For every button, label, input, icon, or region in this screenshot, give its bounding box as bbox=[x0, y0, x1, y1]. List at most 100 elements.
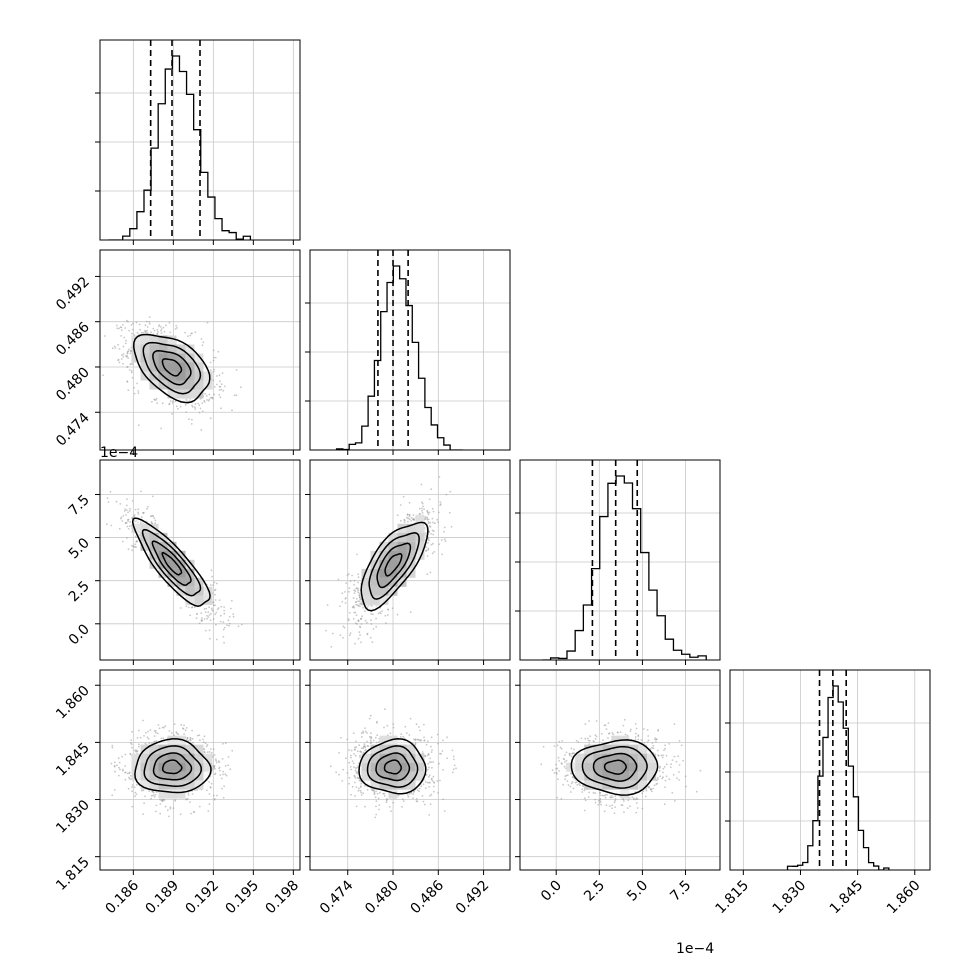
sample-point bbox=[335, 771, 337, 774]
density-cell bbox=[397, 568, 407, 578]
sample-point bbox=[202, 741, 205, 744]
sample-point bbox=[338, 751, 340, 754]
sample-point bbox=[594, 737, 597, 740]
sample-point bbox=[224, 773, 227, 776]
sample-point bbox=[187, 335, 189, 337]
sample-point bbox=[132, 322, 134, 325]
sample-point bbox=[421, 512, 424, 514]
sample-point bbox=[571, 781, 574, 783]
sample-point bbox=[430, 777, 433, 780]
sample-point bbox=[340, 737, 342, 739]
sample-point bbox=[372, 628, 375, 630]
sample-point bbox=[583, 789, 586, 792]
sample-point bbox=[619, 731, 622, 734]
panel-frame bbox=[729, 669, 931, 871]
sample-point bbox=[584, 723, 587, 725]
sample-point bbox=[555, 763, 557, 766]
sample-point bbox=[133, 515, 136, 518]
sample-point bbox=[138, 323, 141, 326]
x-tick-label-3-0: 1.815 bbox=[712, 878, 752, 918]
sample-point bbox=[175, 324, 178, 327]
sample-point bbox=[432, 521, 434, 524]
sample-point bbox=[383, 795, 386, 797]
density-cell bbox=[167, 559, 177, 569]
sample-point bbox=[658, 769, 661, 772]
sample-point bbox=[375, 805, 377, 808]
sample-point bbox=[146, 329, 148, 332]
sample-point bbox=[397, 794, 400, 797]
sample-point bbox=[418, 512, 421, 515]
density-cell bbox=[194, 753, 204, 763]
sample-point bbox=[594, 798, 596, 801]
y-tick-label-3-3: 1.860 bbox=[53, 683, 93, 723]
sample-point bbox=[387, 608, 390, 611]
sample-point bbox=[137, 513, 140, 515]
sample-point bbox=[453, 764, 456, 767]
sample-point bbox=[176, 732, 178, 735]
sample-point bbox=[220, 388, 223, 391]
sample-point bbox=[144, 331, 147, 333]
density-cell bbox=[370, 762, 380, 772]
sample-point bbox=[222, 773, 224, 776]
sample-point bbox=[652, 787, 654, 790]
sample-point bbox=[118, 348, 121, 350]
sample-point bbox=[421, 795, 424, 797]
sample-point bbox=[145, 731, 147, 734]
sample-point bbox=[157, 330, 159, 333]
sample-point bbox=[345, 757, 347, 760]
sample-point bbox=[169, 400, 172, 403]
sample-point bbox=[648, 786, 650, 789]
density-cell bbox=[185, 344, 195, 354]
sample-point bbox=[215, 759, 218, 762]
sample-point bbox=[682, 759, 684, 762]
sample-point bbox=[219, 396, 222, 399]
sample-point bbox=[348, 590, 350, 593]
sample-point bbox=[227, 619, 230, 622]
sample-point bbox=[425, 546, 427, 549]
sample-point bbox=[580, 737, 583, 740]
sample-point bbox=[218, 394, 221, 396]
sample-point bbox=[383, 726, 385, 729]
sample-point bbox=[563, 765, 566, 768]
sample-point bbox=[446, 757, 448, 760]
sample-point bbox=[125, 339, 127, 342]
sample-point bbox=[175, 405, 178, 408]
sample-point bbox=[581, 788, 584, 791]
sample-point bbox=[127, 357, 130, 359]
sample-point bbox=[210, 748, 212, 750]
sample-point bbox=[137, 508, 140, 511]
density-cell bbox=[370, 586, 380, 596]
sample-point bbox=[577, 741, 580, 744]
sample-point bbox=[655, 738, 658, 741]
sample-point bbox=[331, 632, 334, 635]
sample-point bbox=[131, 377, 134, 379]
density-cell bbox=[167, 362, 177, 372]
sample-point bbox=[584, 737, 587, 740]
sample-point bbox=[119, 768, 121, 771]
sample-point bbox=[231, 749, 234, 752]
sample-point bbox=[128, 348, 131, 351]
panel-3-0 bbox=[95, 669, 301, 875]
sample-point bbox=[560, 748, 563, 750]
sample-point bbox=[436, 733, 439, 736]
sample-point bbox=[184, 331, 187, 334]
sample-point bbox=[664, 786, 666, 788]
sample-point bbox=[376, 734, 379, 737]
sample-point bbox=[354, 642, 356, 645]
sample-point bbox=[194, 331, 197, 334]
density-cell bbox=[388, 559, 398, 569]
sample-point bbox=[584, 799, 587, 802]
sample-point bbox=[427, 776, 430, 778]
sample-point bbox=[635, 798, 637, 801]
sample-point bbox=[422, 783, 425, 786]
sample-point bbox=[424, 781, 427, 783]
sample-point bbox=[410, 792, 413, 794]
sample-point bbox=[344, 591, 346, 593]
sample-point bbox=[219, 614, 222, 617]
sample-point bbox=[359, 603, 361, 605]
density-cell bbox=[158, 335, 168, 345]
sample-point bbox=[222, 770, 225, 773]
density-cell bbox=[167, 568, 177, 578]
sample-point bbox=[189, 398, 192, 400]
sample-point bbox=[373, 792, 376, 794]
